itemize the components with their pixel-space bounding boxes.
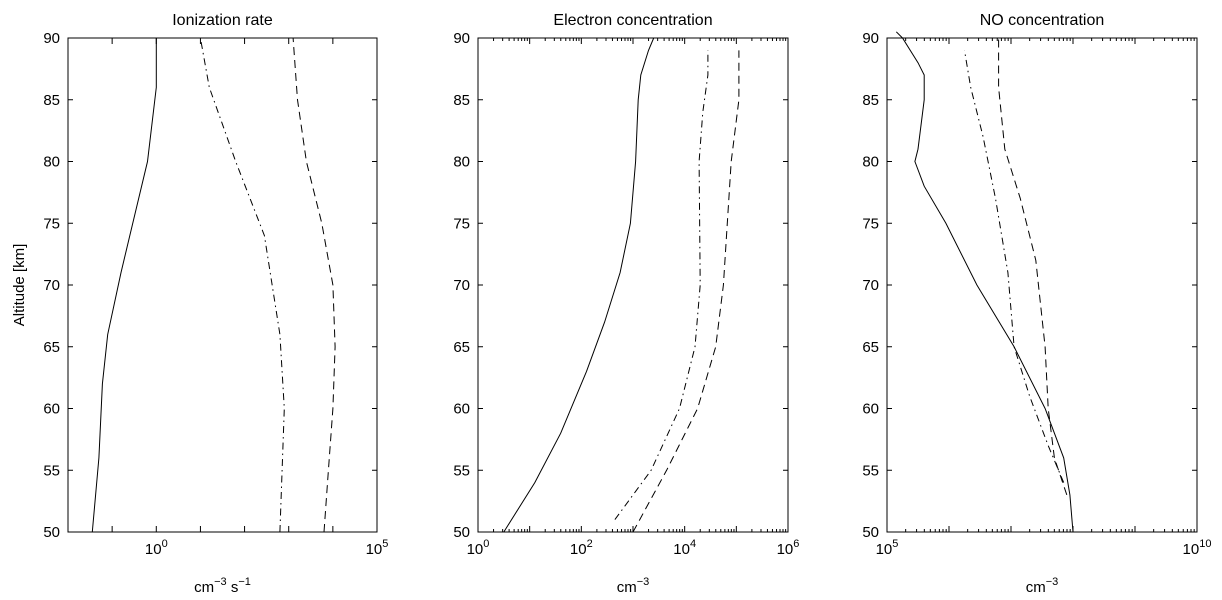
y-tick-label: 50	[43, 524, 60, 541]
x-tick-base: 10	[467, 541, 484, 558]
y-tick-label: 65	[862, 339, 879, 356]
x-axis-label: cm−3	[1026, 576, 1059, 596]
y-tick-label: 55	[453, 462, 470, 479]
x-tick-label: 105	[876, 538, 899, 558]
x-tick-label: 106	[777, 538, 800, 558]
axes-box	[477, 37, 789, 533]
y-tick-label: 80	[43, 154, 60, 171]
x-axis-label: cm−3 s−1	[194, 576, 251, 596]
x-tick-base: 10	[145, 541, 162, 558]
series-line-dashdot	[614, 50, 709, 520]
panel-2: Electron concentration505560657075808590…	[453, 12, 799, 596]
x-label-exponent: −3	[214, 576, 227, 588]
chart-title: Ionization rate	[172, 12, 273, 29]
series-line-dashed	[632, 50, 740, 533]
y-tick-label: 70	[43, 277, 60, 294]
x-tick-base: 10	[1183, 541, 1200, 558]
y-tick-label: 55	[43, 462, 60, 479]
y-axis-label: Altitude [km]	[11, 244, 28, 327]
x-label-text: cm	[617, 579, 637, 596]
x-tick-label: 100	[467, 538, 490, 558]
x-tick-exponent: 2	[587, 538, 593, 550]
y-tick-label: 75	[862, 215, 879, 232]
x-tick-label: 105	[366, 538, 389, 558]
chart-title: NO concentration	[980, 12, 1105, 29]
series-line-dashdot	[199, 37, 285, 533]
x-axis-label: cm−3	[617, 576, 650, 596]
x-label-exponent: −1	[238, 576, 251, 588]
x-tick-base: 10	[366, 541, 383, 558]
x-tick-exponent: 0	[162, 538, 168, 550]
y-tick-label: 85	[43, 92, 60, 109]
series-line-dashed	[998, 38, 1068, 496]
y-tick-label: 50	[862, 524, 879, 541]
y-tick-label: 65	[43, 339, 60, 356]
y-tick-label: 75	[453, 215, 470, 232]
y-tick-label: 60	[43, 401, 60, 418]
x-tick-exponent: 5	[892, 538, 898, 550]
series-line-dashed	[292, 37, 336, 533]
y-tick-label: 55	[862, 462, 879, 479]
x-tick-exponent: 5	[382, 538, 388, 550]
series-line-solid	[895, 31, 1074, 533]
axes-box	[886, 37, 1198, 533]
x-tick-label: 100	[145, 538, 168, 558]
x-tick-exponent: 0	[483, 538, 489, 550]
y-tick-label: 65	[453, 339, 470, 356]
x-tick-exponent: 10	[1199, 538, 1211, 550]
y-tick-label: 50	[453, 524, 470, 541]
y-tick-label: 80	[453, 154, 470, 171]
x-tick-exponent: 6	[793, 538, 799, 550]
y-tick-label: 85	[862, 92, 879, 109]
y-tick-label: 70	[453, 277, 470, 294]
series-line-solid	[91, 38, 157, 533]
y-tick-label: 70	[862, 277, 879, 294]
x-tick-base: 10	[876, 541, 893, 558]
x-tick-exponent: 4	[690, 538, 696, 550]
x-label-text: cm	[194, 579, 214, 596]
y-tick-label: 85	[453, 92, 470, 109]
chart-title: Electron concentration	[553, 12, 712, 29]
x-label-text: cm	[1026, 579, 1046, 596]
x-label-exponent: −3	[1046, 576, 1059, 588]
y-tick-label: 75	[43, 215, 60, 232]
x-label-text: s	[227, 579, 239, 596]
y-tick-label: 90	[453, 30, 470, 47]
y-tick-label: 90	[43, 30, 60, 47]
x-label-exponent: −3	[637, 576, 650, 588]
y-tick-label: 60	[862, 401, 879, 418]
y-tick-label: 80	[862, 154, 879, 171]
axes-box	[67, 37, 378, 533]
series-line-solid	[503, 37, 655, 533]
x-tick-base: 10	[570, 541, 587, 558]
x-tick-label: 1010	[1183, 538, 1212, 558]
x-tick-base: 10	[673, 541, 690, 558]
x-tick-label: 102	[570, 538, 593, 558]
x-tick-base: 10	[777, 541, 794, 558]
y-tick-label: 60	[453, 401, 470, 418]
y-tick-label: 90	[862, 30, 879, 47]
x-tick-label: 104	[673, 538, 696, 558]
series-line-dashdot	[964, 50, 1065, 483]
